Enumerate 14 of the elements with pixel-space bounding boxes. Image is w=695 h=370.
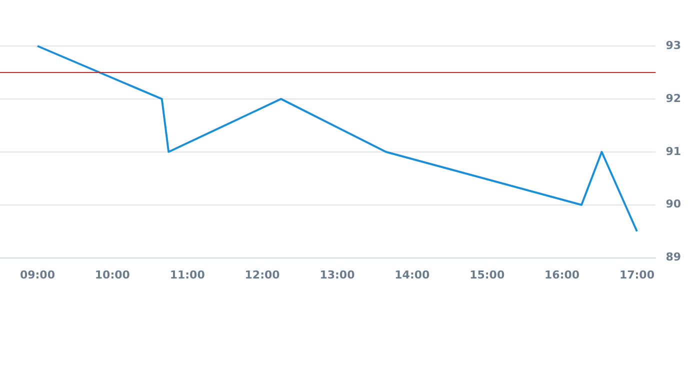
x-tick-label: 15:00 [470,268,505,282]
y-tick-label: 93 [666,38,682,52]
x-tick-label: 11:00 [170,268,206,282]
x-tick-label: 10:00 [94,268,130,282]
x-tick-label: 14:00 [394,268,430,282]
y-tick-label: 90 [666,198,682,211]
x-tick-label: 12:00 [244,268,280,282]
y-tick-label: 92 [666,92,682,105]
x-tick-label: 09:00 [20,268,56,282]
x-tick-label: 16:00 [544,268,580,282]
x-tick-label: 17:00 [619,268,655,282]
y-tick-label: 89 [666,250,682,264]
x-tick-label: 13:00 [320,268,356,282]
y-tick-label: 91 [666,144,682,158]
